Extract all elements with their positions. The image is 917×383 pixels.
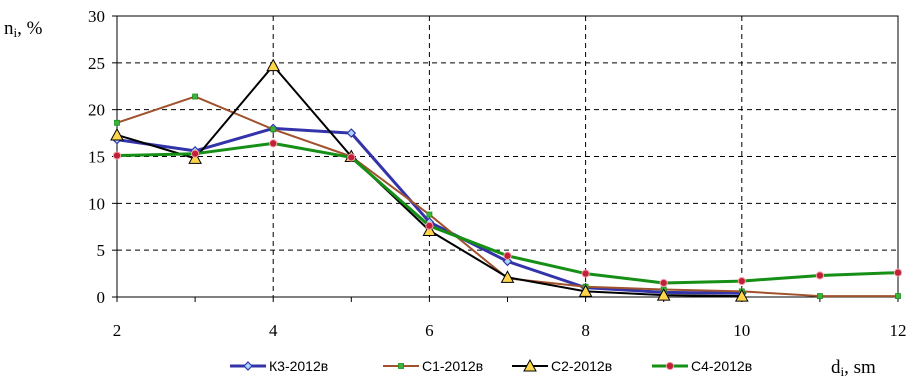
axes: 0 5 10 15 20 25 30 2 4 6 8 10 12 [88, 7, 907, 340]
data-point [503, 251, 512, 260]
data-point [266, 58, 281, 72]
legend-item: К3-2012в [230, 358, 328, 374]
x-tick-label: 8 [581, 321, 590, 340]
legend: К3-2012в С1-2012в С2-2012в С4-2012в [230, 358, 752, 374]
x-tick-label: 4 [269, 321, 278, 340]
y-tick-label: 5 [97, 241, 106, 260]
data-point [188, 151, 202, 164]
x-tick-label: 12 [890, 321, 907, 340]
data-point [422, 223, 437, 236]
data-point [347, 153, 356, 162]
data-point [895, 293, 901, 299]
data-point [737, 276, 746, 286]
y-tick-label: 25 [88, 54, 105, 73]
legend-label: С1-2012в [422, 358, 483, 374]
x-tick-label: 10 [733, 321, 750, 340]
legend-marker [398, 363, 404, 369]
data-point [192, 93, 199, 100]
data-point [346, 128, 357, 138]
y-tick-label: 15 [88, 148, 105, 167]
data-point [893, 268, 903, 277]
data-point [270, 126, 277, 133]
data-point [500, 270, 515, 283]
series-group [110, 58, 903, 302]
data-point [578, 284, 593, 297]
series-4 [112, 139, 903, 288]
data-point [191, 149, 200, 158]
data-point [425, 221, 434, 230]
y-tick-label: 10 [88, 194, 105, 213]
data-point [269, 139, 278, 148]
data-point [734, 289, 749, 302]
legend-marker [665, 361, 675, 371]
gridlines [117, 16, 898, 297]
legend-marker [243, 361, 253, 371]
y-tick-label: 0 [97, 288, 106, 307]
legend-item: С1-2012в [383, 358, 483, 374]
data-point [659, 278, 668, 288]
y-axis-label: ni, % [4, 18, 43, 40]
legend-item: С4-2012в [652, 358, 752, 374]
y-tick-label: 30 [88, 7, 105, 26]
x-axis-label: di, sm [831, 357, 876, 379]
legend-label: С2-2012в [551, 358, 612, 374]
data-point [815, 271, 825, 280]
legend-label: С4-2012в [691, 358, 752, 374]
legend-marker [523, 358, 537, 372]
x-tick-label: 6 [425, 321, 434, 340]
data-point [502, 256, 513, 267]
legend-item: С2-2012в [512, 358, 612, 374]
data-point [110, 127, 124, 141]
data-point [581, 269, 590, 278]
data-point [656, 288, 671, 301]
data-point [114, 119, 120, 126]
x-tick-label: 2 [113, 321, 122, 340]
data-point [817, 293, 823, 299]
data-point [112, 151, 122, 160]
data-point [426, 211, 433, 218]
y-tick-label: 20 [88, 101, 105, 120]
legend-label: К3-2012в [269, 358, 328, 374]
